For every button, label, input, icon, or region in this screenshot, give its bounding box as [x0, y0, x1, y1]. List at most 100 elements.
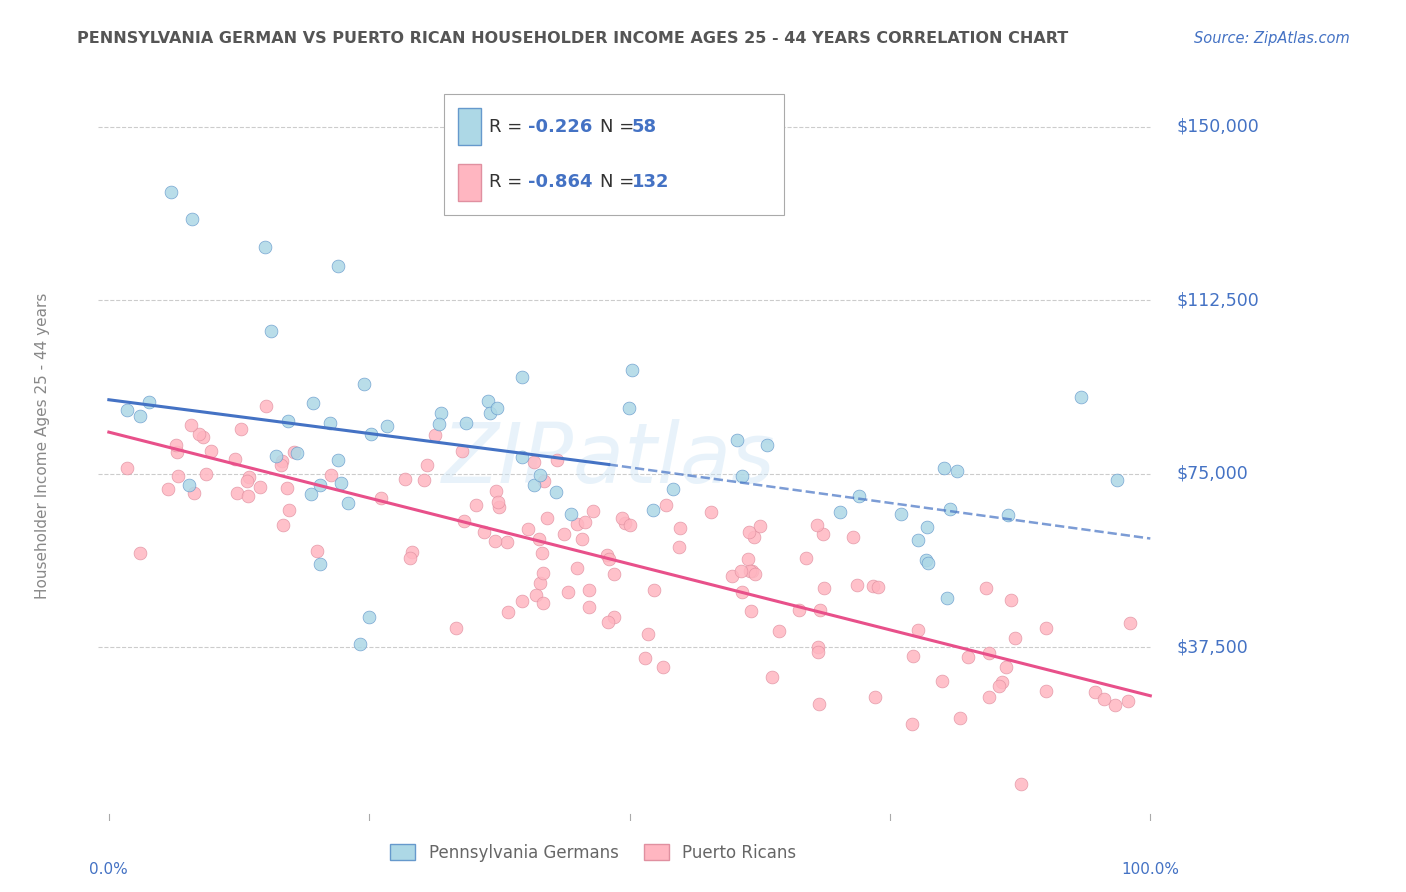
Point: [484, 484, 506, 499]
Point: [582, 504, 605, 518]
Text: R =: R =: [489, 118, 529, 136]
Point: [183, 486, 205, 500]
Point: [932, 461, 955, 475]
Point: [238, 470, 260, 484]
Point: [319, 417, 342, 431]
Point: [725, 433, 748, 447]
Point: [270, 458, 292, 472]
Point: [939, 502, 962, 516]
Point: [536, 511, 558, 525]
Point: [730, 564, 752, 578]
Point: [1084, 685, 1107, 699]
Point: [117, 403, 139, 417]
Text: PENNSYLVANIA GERMAN VS PUERTO RICAN HOUSEHOLDER INCOME AGES 25 - 44 YEARS CORREL: PENNSYLVANIA GERMAN VS PUERTO RICAN HOUS…: [77, 31, 1069, 46]
Point: [917, 556, 939, 570]
Point: [307, 543, 329, 558]
Point: [662, 482, 685, 496]
Point: [425, 428, 447, 442]
Point: [977, 690, 1000, 705]
Point: [156, 482, 179, 496]
Point: [326, 452, 349, 467]
Point: [117, 460, 139, 475]
Point: [1104, 698, 1126, 713]
Point: [249, 480, 271, 494]
Point: [524, 588, 547, 602]
Point: [486, 495, 509, 509]
Text: N =: N =: [600, 173, 640, 192]
Point: [529, 575, 551, 590]
Point: [394, 472, 416, 486]
Point: [446, 621, 468, 635]
Point: [737, 525, 759, 540]
Point: [510, 594, 533, 608]
Point: [578, 583, 600, 598]
Point: [166, 469, 188, 483]
Point: [598, 615, 620, 629]
Point: [842, 530, 865, 544]
Point: [430, 406, 453, 420]
Point: [1035, 621, 1057, 635]
Text: -0.864: -0.864: [527, 173, 592, 192]
Text: 100.0%: 100.0%: [1122, 863, 1180, 877]
Point: [309, 557, 332, 571]
Text: ZIPatlas: ZIPatlas: [441, 419, 776, 500]
Point: [277, 414, 299, 428]
Point: [533, 474, 555, 488]
Point: [180, 417, 202, 432]
Point: [914, 552, 936, 566]
Point: [523, 455, 546, 469]
Text: R =: R =: [489, 173, 529, 192]
Point: [531, 596, 554, 610]
Point: [668, 521, 690, 535]
Point: [756, 438, 779, 452]
Text: Source: ZipAtlas.com: Source: ZipAtlas.com: [1194, 31, 1350, 46]
Point: [160, 185, 183, 199]
Point: [807, 645, 830, 659]
Point: [866, 580, 889, 594]
Point: [530, 546, 553, 560]
Point: [830, 505, 852, 519]
Point: [700, 505, 723, 519]
Point: [731, 585, 754, 599]
Point: [571, 532, 593, 546]
Point: [749, 518, 772, 533]
Point: [731, 469, 754, 483]
Point: [278, 503, 301, 517]
Point: [603, 567, 626, 582]
Point: [865, 690, 887, 705]
Point: [1004, 632, 1026, 646]
FancyBboxPatch shape: [444, 95, 783, 215]
Point: [353, 377, 375, 392]
Point: [529, 467, 551, 482]
Point: [399, 551, 422, 566]
Point: [486, 401, 509, 415]
Point: [565, 561, 588, 575]
Point: [740, 603, 762, 617]
Point: [565, 517, 588, 532]
Point: [236, 474, 259, 488]
Point: [794, 550, 817, 565]
Text: $75,000: $75,000: [1177, 465, 1249, 483]
Point: [620, 363, 643, 377]
Point: [1094, 692, 1116, 706]
Point: [900, 717, 922, 731]
Point: [652, 660, 675, 674]
Point: [848, 489, 870, 503]
Point: [512, 370, 534, 384]
Point: [1107, 473, 1129, 487]
Point: [808, 603, 831, 617]
Point: [165, 437, 187, 451]
Point: [451, 444, 474, 458]
Point: [546, 484, 568, 499]
Point: [945, 464, 967, 478]
Point: [846, 578, 869, 592]
Point: [742, 530, 765, 544]
Point: [302, 396, 325, 410]
Bar: [458, 164, 481, 201]
Bar: [458, 108, 481, 145]
Text: 132: 132: [631, 173, 669, 192]
Point: [166, 445, 188, 459]
Text: $37,500: $37,500: [1177, 638, 1249, 657]
Point: [479, 406, 502, 420]
Point: [1118, 615, 1140, 630]
